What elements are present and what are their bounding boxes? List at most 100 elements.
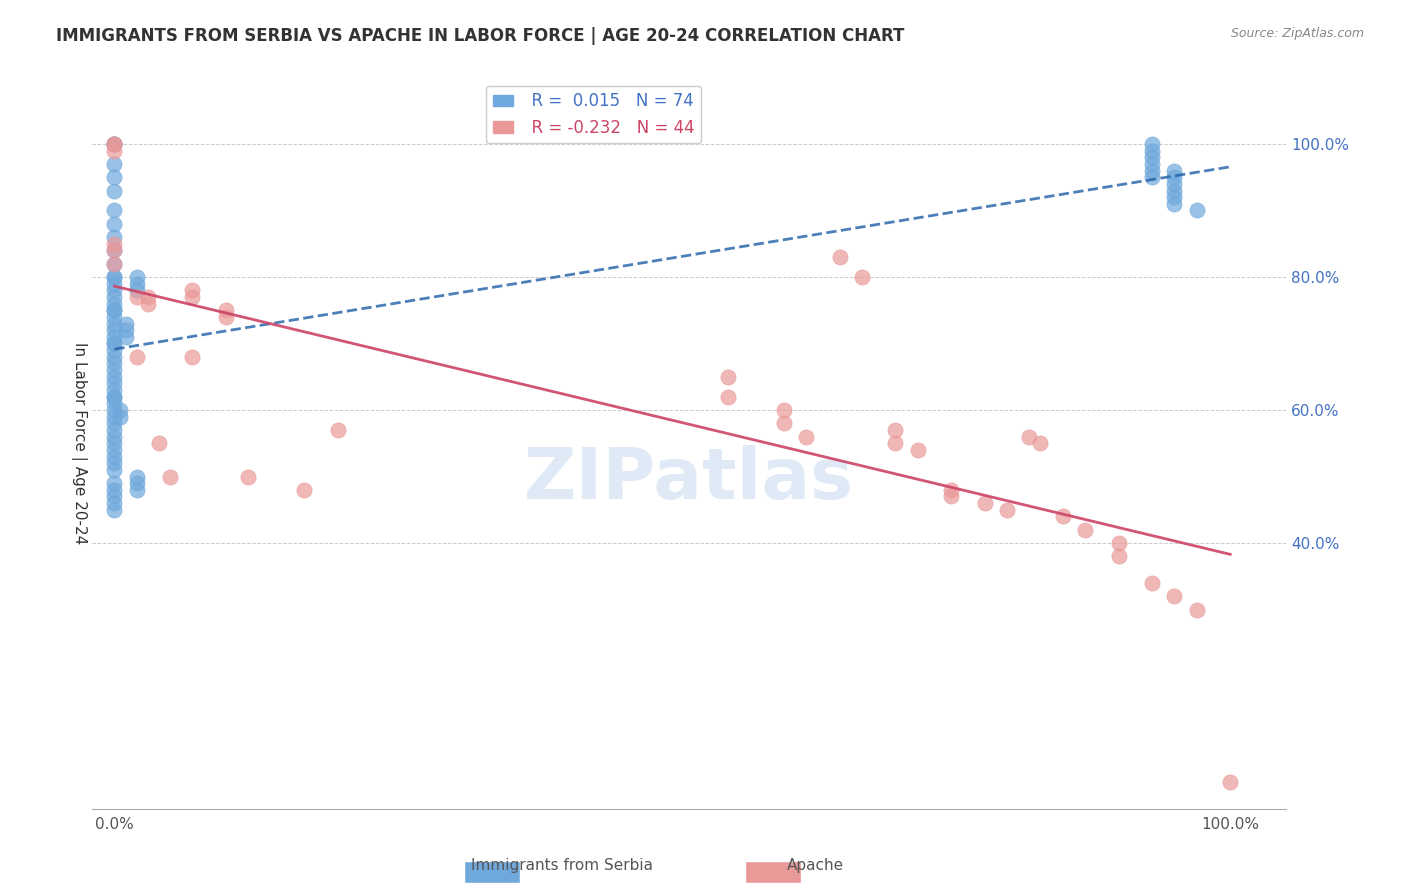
Point: [103, 230, 125, 244]
Point: [103, 490, 125, 504]
Point: [103, 290, 125, 304]
Point: [103, 270, 125, 285]
Point: [103, 317, 125, 331]
Point: [215, 310, 238, 324]
Point: [181, 283, 204, 297]
Point: [103, 336, 125, 351]
Point: [717, 390, 740, 404]
Point: [292, 483, 315, 497]
Point: [103, 296, 125, 310]
Point: [103, 496, 125, 510]
Point: [773, 417, 796, 431]
Y-axis label: In Labor Force | Age 20-24: In Labor Force | Age 20-24: [72, 343, 87, 544]
Point: [103, 136, 125, 151]
Point: [103, 157, 125, 171]
Point: [103, 136, 125, 151]
Point: [995, 502, 1018, 516]
Point: [103, 136, 125, 151]
Point: [103, 390, 125, 404]
Point: [851, 270, 873, 285]
Point: [103, 376, 125, 391]
Point: [103, 236, 125, 251]
Point: [108, 403, 131, 417]
Point: [103, 483, 125, 497]
Point: [103, 429, 125, 443]
Point: [103, 336, 125, 351]
Text: Immigrants from Serbia: Immigrants from Serbia: [471, 858, 654, 872]
Point: [103, 423, 125, 437]
Point: [1185, 602, 1208, 616]
Point: [114, 317, 136, 331]
Point: [103, 442, 125, 457]
Point: [1140, 144, 1163, 158]
Point: [103, 277, 125, 291]
Point: [103, 450, 125, 464]
Point: [103, 136, 125, 151]
Point: [125, 277, 148, 291]
Point: [125, 290, 148, 304]
Point: [1163, 184, 1185, 198]
Point: [828, 250, 851, 264]
Point: [103, 343, 125, 358]
Point: [181, 290, 204, 304]
Point: [773, 403, 796, 417]
Point: [238, 469, 260, 483]
Point: [1140, 576, 1163, 591]
Point: [108, 409, 131, 424]
Point: [794, 429, 817, 443]
Point: [125, 350, 148, 364]
Point: [103, 217, 125, 231]
Point: [103, 356, 125, 370]
Point: [326, 423, 349, 437]
Point: [103, 270, 125, 285]
Point: [181, 350, 204, 364]
Point: [717, 369, 740, 384]
Point: [1163, 163, 1185, 178]
Point: [941, 483, 963, 497]
Point: [1163, 177, 1185, 191]
Legend:   R =  0.015   N = 74,   R = -0.232   N = 44: R = 0.015 N = 74, R = -0.232 N = 44: [486, 86, 702, 144]
Point: [1140, 150, 1163, 164]
Point: [884, 436, 907, 450]
Point: [103, 144, 125, 158]
Point: [103, 403, 125, 417]
Point: [136, 296, 159, 310]
Point: [103, 417, 125, 431]
Point: [103, 257, 125, 271]
Point: [136, 290, 159, 304]
Point: [1219, 775, 1241, 789]
Text: Source: ZipAtlas.com: Source: ZipAtlas.com: [1230, 27, 1364, 40]
Point: [1018, 429, 1040, 443]
Point: [125, 483, 148, 497]
Point: [125, 476, 148, 491]
Text: IMMIGRANTS FROM SERBIA VS APACHE IN LABOR FORCE | AGE 20-24 CORRELATION CHART: IMMIGRANTS FROM SERBIA VS APACHE IN LABO…: [56, 27, 904, 45]
Point: [1029, 436, 1052, 450]
Point: [103, 283, 125, 297]
Point: [103, 257, 125, 271]
Point: [103, 323, 125, 337]
Point: [103, 409, 125, 424]
Point: [103, 136, 125, 151]
Point: [1163, 196, 1185, 211]
Point: [103, 396, 125, 410]
Point: [103, 502, 125, 516]
Point: [1140, 136, 1163, 151]
Point: [103, 363, 125, 377]
Point: [159, 469, 181, 483]
Text: ZIPatlas: ZIPatlas: [524, 445, 853, 515]
Point: [103, 463, 125, 477]
Point: [103, 369, 125, 384]
Point: [1074, 523, 1097, 537]
Point: [103, 184, 125, 198]
Point: [973, 496, 995, 510]
Point: [148, 436, 170, 450]
Point: [103, 303, 125, 318]
Point: [1052, 509, 1074, 524]
Point: [114, 330, 136, 344]
Point: [114, 323, 136, 337]
Point: [1108, 549, 1130, 564]
Point: [125, 283, 148, 297]
Point: [103, 170, 125, 185]
Point: [103, 436, 125, 450]
Point: [884, 423, 907, 437]
